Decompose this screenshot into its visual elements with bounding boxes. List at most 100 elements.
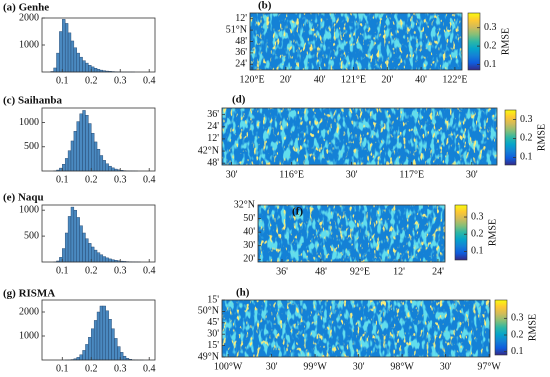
y-tick-label: 12': [235, 13, 247, 24]
x-tick-label: 20': [381, 74, 393, 85]
y-tick-label: 1000: [19, 117, 39, 128]
bar: [105, 163, 109, 172]
bar: [93, 141, 98, 172]
y-tick-label: 500: [24, 141, 39, 152]
colorbar-tick-label: 0.2: [471, 229, 484, 240]
y-tick-label: 1000: [19, 330, 39, 341]
bar: [102, 160, 106, 172]
axes-frame: [41, 299, 156, 361]
y-tick-label: 36': [235, 47, 247, 58]
bar: [53, 67, 57, 73]
bar: [111, 167, 115, 172]
bar: [70, 40, 75, 73]
x-tick-label: 36': [276, 266, 288, 277]
colorbar-tick-label: 0.1: [511, 346, 524, 357]
x-tick-label: 100°W: [214, 361, 243, 372]
bar: [59, 257, 63, 263]
x-tick-label: 0.4: [143, 363, 156, 374]
bar: [91, 66, 95, 73]
x-tick-label: 12': [393, 266, 405, 277]
y-tick-label: 40': [243, 226, 255, 237]
colorbar-label: RMSE: [500, 28, 511, 55]
bar: [76, 217, 80, 263]
bar: [79, 225, 83, 263]
y-tick-label: 30': [243, 240, 255, 251]
bar: [102, 256, 106, 263]
bar: [73, 47, 77, 73]
bar: [85, 62, 89, 73]
x-tick-label: 121°E: [341, 74, 366, 85]
x-tick-label: 0.2: [85, 75, 98, 86]
bar: [73, 131, 77, 172]
bar: [93, 320, 98, 361]
bar: [105, 310, 109, 361]
x-tick-label: 0.3: [114, 265, 127, 276]
y-tick-label: 24': [207, 121, 219, 132]
colorbar-tick-label: 0.1: [520, 152, 533, 163]
x-tick-label: 0.1: [56, 363, 69, 374]
bar: [82, 60, 86, 73]
y-tick-label: 24': [235, 59, 247, 70]
x-tick-label: 97°W: [477, 361, 501, 372]
y-tick-label: 48': [207, 157, 219, 168]
panel-title: (d): [232, 94, 246, 106]
bar: [88, 65, 92, 73]
x-tick-label: 98°W: [390, 361, 414, 372]
bar: [99, 305, 104, 361]
y-tick-label: 1000: [19, 39, 39, 50]
y-tick-label: 2000: [19, 306, 39, 317]
map-frame: [221, 107, 498, 166]
x-tick-label: 0.4: [143, 174, 156, 185]
panel-title: (c) Saihanba: [3, 95, 62, 107]
bar: [91, 246, 95, 263]
y-tick-label: 42°N: [198, 145, 219, 156]
bar: [70, 206, 75, 263]
colorbar-tick-label: 0.2: [484, 40, 497, 51]
x-tick-label: 0.1: [56, 174, 69, 185]
y-tick-label: 20': [243, 254, 255, 265]
bar: [96, 311, 101, 361]
y-tick-label: 49°N: [198, 351, 219, 362]
axes-frame: [41, 107, 156, 172]
y-tick-label: 12': [207, 133, 219, 144]
x-tick-label: 92°E: [350, 266, 370, 277]
bar: [117, 346, 121, 361]
x-tick-label: 30': [346, 169, 358, 180]
y-tick-label: 2000: [19, 12, 39, 23]
bar: [62, 248, 66, 263]
bar: [64, 158, 69, 172]
bar: [82, 232, 86, 263]
map-texture: [250, 13, 462, 70]
bar: [62, 164, 66, 172]
x-tick-label: 0.3: [114, 174, 127, 185]
bar: [105, 257, 109, 263]
map-texture: [222, 108, 497, 165]
bar: [91, 132, 95, 172]
colorbar-tick-label: 0.3: [484, 22, 497, 33]
x-tick-label: 117°E: [399, 169, 424, 180]
bar: [76, 121, 80, 172]
x-tick-label: 0.4: [143, 75, 156, 86]
colorbar-tick-label: 0.2: [511, 329, 524, 340]
colorbar-label: RMSE: [536, 124, 547, 151]
panel-title: (f): [292, 206, 303, 218]
y-tick-label: 50°N: [198, 306, 219, 317]
bar: [88, 123, 92, 172]
panel-title: (a) Genhe: [3, 2, 49, 14]
bar: [111, 328, 115, 361]
colorbar: [504, 109, 517, 166]
colorbar-tick-label: 0.3: [520, 114, 533, 125]
y-tick-label: 1000: [19, 204, 39, 215]
bar: [120, 352, 124, 361]
y-tick-label: 15': [207, 340, 219, 351]
bar: [59, 31, 63, 73]
bar: [93, 68, 98, 73]
bar: [73, 209, 77, 263]
bar: [82, 350, 86, 361]
axes-frame: [41, 204, 156, 263]
bar: [67, 32, 72, 73]
bar: [85, 115, 89, 172]
bar: [122, 355, 127, 361]
bar: [56, 52, 60, 73]
colorbar-tick-label: 0.3: [511, 313, 524, 324]
